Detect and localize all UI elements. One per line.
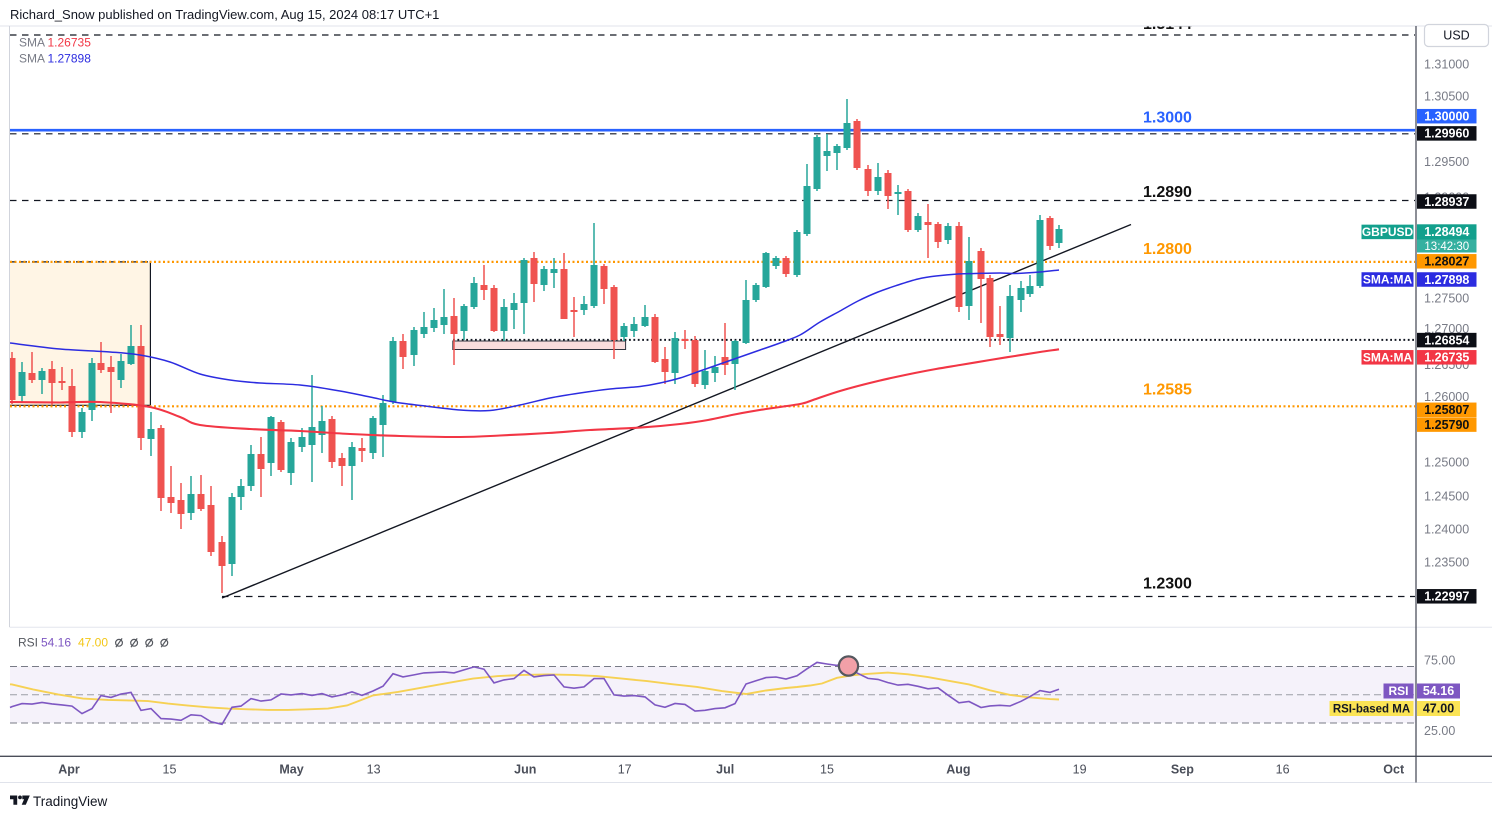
svg-text:1.2800: 1.2800 <box>1143 241 1192 258</box>
svg-text:1.29500: 1.29500 <box>1424 155 1469 169</box>
svg-text:16: 16 <box>1276 763 1290 777</box>
svg-text:54.16: 54.16 <box>41 636 71 650</box>
svg-text:Jul: Jul <box>716 763 734 777</box>
svg-text:1.25807: 1.25807 <box>1424 403 1469 417</box>
svg-text:75.00: 75.00 <box>1424 654 1455 668</box>
svg-text:1.26735: 1.26735 <box>48 36 92 50</box>
svg-text:Jun: Jun <box>514 763 536 777</box>
svg-text:1.28937: 1.28937 <box>1424 195 1469 209</box>
svg-text:RSI-based MA: RSI-based MA <box>1333 704 1410 716</box>
svg-text:1.28027: 1.28027 <box>1424 255 1469 269</box>
svg-text:RSI: RSI <box>18 636 38 650</box>
svg-text:1.27898: 1.27898 <box>48 52 92 66</box>
svg-text:GBPUSD: GBPUSD <box>1362 225 1414 239</box>
svg-text:54.16: 54.16 <box>1423 684 1454 698</box>
svg-text:Aug: Aug <box>946 763 970 777</box>
svg-text:15: 15 <box>163 763 177 777</box>
svg-text:13: 13 <box>367 763 381 777</box>
svg-text:1.30500: 1.30500 <box>1424 89 1469 103</box>
svg-text:1.23500: 1.23500 <box>1424 555 1469 569</box>
svg-text:1.29960: 1.29960 <box>1424 127 1469 141</box>
svg-text:1.2890: 1.2890 <box>1143 184 1192 201</box>
svg-text:SMA: SMA <box>19 52 45 66</box>
svg-text:1.22997: 1.22997 <box>1424 590 1469 604</box>
svg-text:15: 15 <box>820 763 834 777</box>
svg-text:RSI: RSI <box>1388 684 1408 698</box>
svg-text:1.27898: 1.27898 <box>1424 273 1469 287</box>
svg-text:1.26854: 1.26854 <box>1424 333 1469 347</box>
svg-text:1.3000: 1.3000 <box>1143 110 1192 127</box>
svg-text:Apr: Apr <box>58 763 80 777</box>
svg-text:SMA: SMA <box>19 36 45 50</box>
svg-text:19: 19 <box>1073 763 1087 777</box>
svg-text:1.3144: 1.3144 <box>1143 16 1192 33</box>
svg-text:47.00: 47.00 <box>1423 702 1454 716</box>
svg-text:1.31000: 1.31000 <box>1424 58 1469 72</box>
svg-text:17: 17 <box>618 763 632 777</box>
svg-text:1.27500: 1.27500 <box>1424 291 1469 305</box>
svg-text:25.00: 25.00 <box>1424 724 1455 738</box>
svg-text:47.00: 47.00 <box>78 636 108 650</box>
svg-text:1.30000: 1.30000 <box>1424 110 1469 124</box>
svg-text:1.27000: 1.27000 <box>1424 322 1469 336</box>
svg-text:1.2585: 1.2585 <box>1143 382 1192 399</box>
svg-text:TradingView: TradingView <box>33 794 108 809</box>
svg-text:1.26000: 1.26000 <box>1424 390 1469 404</box>
svg-text:SMA:MA: SMA:MA <box>1363 351 1413 365</box>
svg-text:1.26735: 1.26735 <box>1424 351 1469 365</box>
svg-text:1.28494: 1.28494 <box>1424 225 1469 239</box>
svg-text:SMA:MA: SMA:MA <box>1363 273 1413 287</box>
svg-text:13:42:30: 13:42:30 <box>1424 241 1469 253</box>
svg-text:Richard_Snow published on Trad: Richard_Snow published on TradingView.co… <box>10 7 439 22</box>
svg-text:Oct: Oct <box>1383 763 1405 777</box>
svg-text:1.25000: 1.25000 <box>1424 455 1469 469</box>
svg-text:1.24000: 1.24000 <box>1424 522 1469 536</box>
svg-text:USD: USD <box>1443 29 1469 43</box>
svg-text:1.25790: 1.25790 <box>1424 418 1469 432</box>
svg-text:1.24500: 1.24500 <box>1424 489 1469 503</box>
svg-text:Sep: Sep <box>1171 763 1194 777</box>
svg-text:1.2300: 1.2300 <box>1143 576 1192 593</box>
svg-text:May: May <box>279 763 303 777</box>
